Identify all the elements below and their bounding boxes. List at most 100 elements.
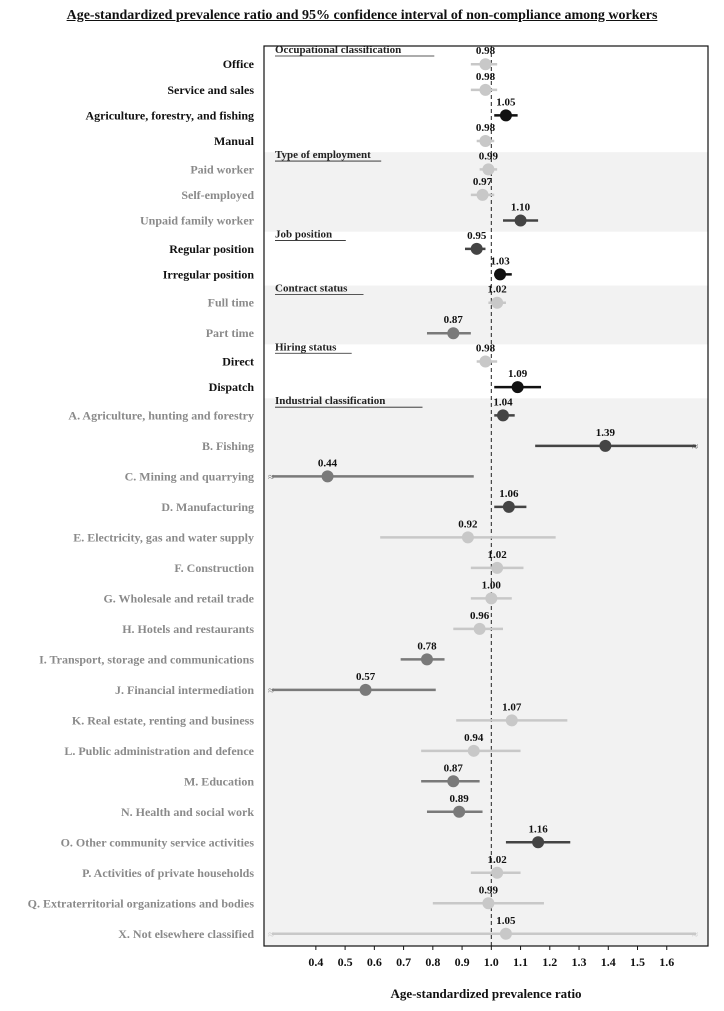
data-label: 0.99 bbox=[479, 884, 499, 896]
group-title: Contract status bbox=[275, 282, 348, 294]
data-label: 0.97 bbox=[473, 176, 493, 188]
point-estimate bbox=[473, 622, 486, 635]
data-label: 1.00 bbox=[482, 579, 502, 591]
row-label: Full time bbox=[208, 296, 255, 310]
data-label: 1.39 bbox=[596, 427, 616, 439]
row-label: Office bbox=[223, 57, 255, 71]
data-label: 1.05 bbox=[496, 96, 516, 108]
point-estimate bbox=[505, 714, 518, 727]
data-label: 0.94 bbox=[464, 732, 484, 744]
point-estimate bbox=[447, 327, 460, 340]
data-label: 1.06 bbox=[499, 488, 519, 500]
row-label: Self-employed bbox=[181, 188, 254, 202]
point-estimate bbox=[514, 214, 527, 227]
axis-break-mark: ≈ bbox=[268, 929, 274, 941]
row-label: Regular position bbox=[169, 242, 254, 256]
point-estimate bbox=[461, 531, 474, 544]
x-tick-label: 1.1 bbox=[513, 955, 528, 969]
point-estimate bbox=[482, 897, 495, 910]
point-estimate bbox=[476, 188, 489, 201]
group-title: Job position bbox=[275, 229, 332, 241]
row-label: Service and sales bbox=[167, 83, 254, 97]
data-label: 1.05 bbox=[496, 915, 516, 927]
data-label: 0.87 bbox=[444, 762, 464, 774]
row-label: P. Activities of private households bbox=[82, 866, 254, 880]
data-label: 0.99 bbox=[479, 150, 499, 162]
x-tick-label: 1.0 bbox=[484, 955, 499, 969]
axis-break-mark: ≈ bbox=[268, 685, 274, 697]
row-label: J. Financial intermediation bbox=[115, 683, 254, 697]
point-estimate bbox=[447, 775, 460, 788]
point-estimate bbox=[491, 296, 504, 309]
point-estimate bbox=[482, 163, 495, 176]
data-label: 0.98 bbox=[476, 343, 496, 355]
row-label: I. Transport, storage and communications bbox=[39, 652, 254, 666]
point-estimate bbox=[502, 500, 515, 513]
x-tick-label: 0.9 bbox=[455, 955, 470, 969]
row-label: Unpaid family worker bbox=[140, 214, 255, 228]
x-tick-label: 0.5 bbox=[338, 955, 353, 969]
x-tick-label: 0.8 bbox=[425, 955, 440, 969]
row-label: Paid worker bbox=[190, 162, 254, 176]
row-label: N. Health and social work bbox=[121, 805, 254, 819]
point-estimate bbox=[479, 83, 492, 96]
point-estimate bbox=[479, 58, 492, 71]
point-estimate bbox=[359, 683, 372, 696]
group-title: Type of employment bbox=[275, 149, 371, 161]
data-label: 1.09 bbox=[508, 368, 528, 380]
data-label: 1.02 bbox=[488, 549, 508, 561]
point-estimate bbox=[453, 805, 466, 818]
data-label: 1.16 bbox=[528, 823, 548, 835]
x-tick-label: 0.4 bbox=[308, 955, 323, 969]
data-label: 1.07 bbox=[502, 701, 522, 713]
x-tick-label: 1.5 bbox=[630, 955, 645, 969]
data-label: 0.95 bbox=[467, 230, 487, 242]
data-label: 0.98 bbox=[476, 122, 496, 134]
point-estimate bbox=[479, 355, 492, 368]
row-label: Manual bbox=[214, 134, 255, 148]
point-estimate bbox=[491, 561, 504, 574]
data-label: 0.78 bbox=[417, 640, 437, 652]
data-label: 0.44 bbox=[318, 457, 338, 469]
x-tick-label: 0.7 bbox=[396, 955, 411, 969]
group-title: Hiring status bbox=[275, 341, 337, 353]
group-band bbox=[264, 285, 708, 345]
point-estimate bbox=[599, 439, 612, 452]
axis-break-mark: ≈ bbox=[268, 471, 274, 483]
axis-break-mark: ≈ bbox=[692, 929, 698, 941]
row-label: Agriculture, forestry, and fishing bbox=[85, 108, 254, 122]
row-label: F. Construction bbox=[174, 561, 254, 575]
point-estimate bbox=[494, 268, 507, 281]
data-label: 0.89 bbox=[450, 793, 470, 805]
data-label: 1.02 bbox=[488, 284, 508, 296]
data-label: 1.10 bbox=[511, 202, 531, 214]
data-label: 1.02 bbox=[488, 854, 508, 866]
data-label: 0.98 bbox=[476, 45, 496, 57]
row-label: Direct bbox=[222, 355, 254, 369]
point-estimate bbox=[499, 927, 512, 940]
point-estimate bbox=[479, 135, 492, 148]
x-tick-label: 0.6 bbox=[367, 955, 382, 969]
point-estimate bbox=[532, 836, 545, 849]
row-label: E. Electricity, gas and water supply bbox=[73, 530, 254, 544]
row-label: B. Fishing bbox=[202, 439, 254, 453]
row-label: Irregular position bbox=[163, 267, 255, 281]
group-title: Occupational classification bbox=[275, 44, 401, 56]
data-label: 1.04 bbox=[493, 396, 513, 408]
row-label: M. Education bbox=[184, 774, 254, 788]
data-label: 0.98 bbox=[476, 71, 496, 83]
point-estimate bbox=[321, 470, 334, 483]
point-estimate bbox=[420, 653, 433, 666]
row-label: A. Agriculture, hunting and forestry bbox=[68, 408, 254, 422]
data-label: 0.57 bbox=[356, 671, 376, 683]
row-label: H. Hotels and restaurants bbox=[122, 622, 254, 636]
point-estimate bbox=[497, 409, 510, 422]
x-tick-label: 1.4 bbox=[601, 955, 616, 969]
x-axis-label: Age-standardized prevalence ratio bbox=[390, 986, 581, 1001]
group-band bbox=[264, 398, 708, 946]
row-label: K. Real estate, renting and business bbox=[72, 713, 254, 727]
data-label: 1.03 bbox=[490, 255, 510, 267]
point-estimate bbox=[467, 744, 480, 757]
row-label: Q. Extraterritorial organizations and bo… bbox=[28, 896, 255, 910]
point-estimate bbox=[485, 592, 498, 605]
